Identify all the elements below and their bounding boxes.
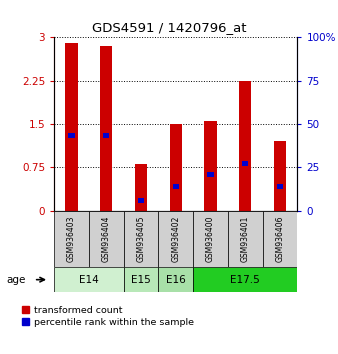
Text: age: age	[7, 275, 26, 285]
Text: GSM936402: GSM936402	[171, 216, 180, 262]
Bar	[135, 164, 147, 211]
Bar	[193, 211, 228, 267]
Bar	[89, 211, 124, 267]
Bar	[65, 43, 77, 211]
Text: GSM936404: GSM936404	[102, 216, 111, 262]
Text: GSM936403: GSM936403	[67, 216, 76, 262]
Text: GSM936400: GSM936400	[206, 216, 215, 262]
Text: E17.5: E17.5	[231, 275, 260, 285]
Bar	[193, 267, 297, 292]
Bar	[68, 133, 75, 138]
Bar	[100, 46, 112, 211]
Bar	[124, 267, 159, 292]
Bar	[159, 211, 193, 267]
Bar	[54, 267, 124, 292]
Text: GDS4591 / 1420796_at: GDS4591 / 1420796_at	[92, 21, 246, 34]
Bar	[103, 133, 110, 138]
Bar	[239, 81, 251, 211]
Text: GSM936401: GSM936401	[241, 216, 250, 262]
Bar	[204, 121, 217, 211]
Bar	[124, 211, 159, 267]
Bar	[274, 141, 286, 211]
Legend: transformed count, percentile rank within the sample: transformed count, percentile rank withi…	[22, 306, 194, 327]
Bar	[173, 184, 179, 189]
Bar	[263, 211, 297, 267]
Text: E16: E16	[166, 275, 186, 285]
Bar	[54, 211, 89, 267]
Bar	[228, 211, 263, 267]
Text: GSM936405: GSM936405	[137, 216, 145, 262]
Bar	[277, 184, 283, 189]
Bar	[208, 172, 214, 177]
Text: E14: E14	[79, 275, 99, 285]
Bar	[138, 198, 144, 202]
Bar	[170, 124, 182, 211]
Bar	[242, 161, 248, 166]
Text: GSM936406: GSM936406	[275, 216, 285, 262]
Bar	[159, 267, 193, 292]
Text: E15: E15	[131, 275, 151, 285]
